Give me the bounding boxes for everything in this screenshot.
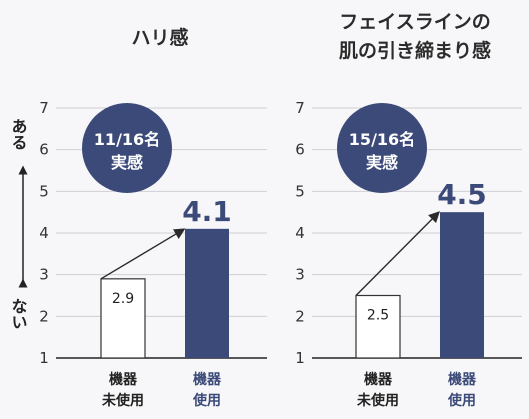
value-label-large: 4.1 [182, 195, 232, 228]
bar-after [185, 228, 229, 358]
category-label: 使用 [192, 392, 221, 409]
trend-arrow [100, 228, 186, 280]
y-tick-label: 7 [295, 99, 305, 117]
category-label: 機器 [109, 371, 138, 388]
category-label: 機器 [448, 371, 477, 388]
category-label: 機器 [193, 371, 222, 388]
chart-title: 肌の引き締まり感 [339, 39, 491, 62]
y-tick-label: 3 [39, 266, 49, 284]
y-tick-label: 4 [295, 224, 305, 242]
y-tick-label: 7 [39, 99, 49, 117]
chart-title: ハリ感 [131, 26, 188, 49]
chart-title: フェイスラインの [339, 11, 490, 33]
result-badge [337, 103, 427, 193]
value-label: 2.5 [367, 308, 389, 324]
category-label: 未使用 [102, 392, 144, 409]
y-tick-label: 6 [39, 141, 49, 159]
y-tick-label: 2 [295, 307, 305, 325]
y-tick-label: 6 [295, 141, 305, 159]
category-label: 機器 [364, 371, 393, 388]
y-tick-label: 4 [39, 224, 49, 242]
y-tick-label: 1 [295, 349, 305, 367]
badge-count: 15/16名 [349, 130, 415, 149]
value-label: 2.9 [112, 291, 134, 307]
badge-count: 11/16名 [94, 130, 160, 149]
category-label: 使用 [447, 392, 476, 409]
bar-before [100, 278, 146, 359]
y-tick-label: 5 [295, 182, 305, 200]
y-tick-label: 3 [295, 266, 305, 284]
trend-arrow [355, 211, 440, 296]
badge-text: 実感 [366, 153, 398, 172]
bar-after [440, 212, 484, 358]
axis-high-label: ある [9, 118, 28, 150]
bar-before [355, 294, 401, 359]
result-badge [82, 103, 172, 193]
category-label: 未使用 [357, 392, 399, 409]
y-tick-label: 2 [39, 307, 49, 325]
axis-low-label: ない [9, 298, 28, 330]
y-tick-label: 1 [39, 349, 49, 367]
value-label-large: 4.5 [437, 178, 487, 211]
badge-text: 実感 [111, 153, 143, 172]
y-tick-label: 5 [39, 182, 49, 200]
